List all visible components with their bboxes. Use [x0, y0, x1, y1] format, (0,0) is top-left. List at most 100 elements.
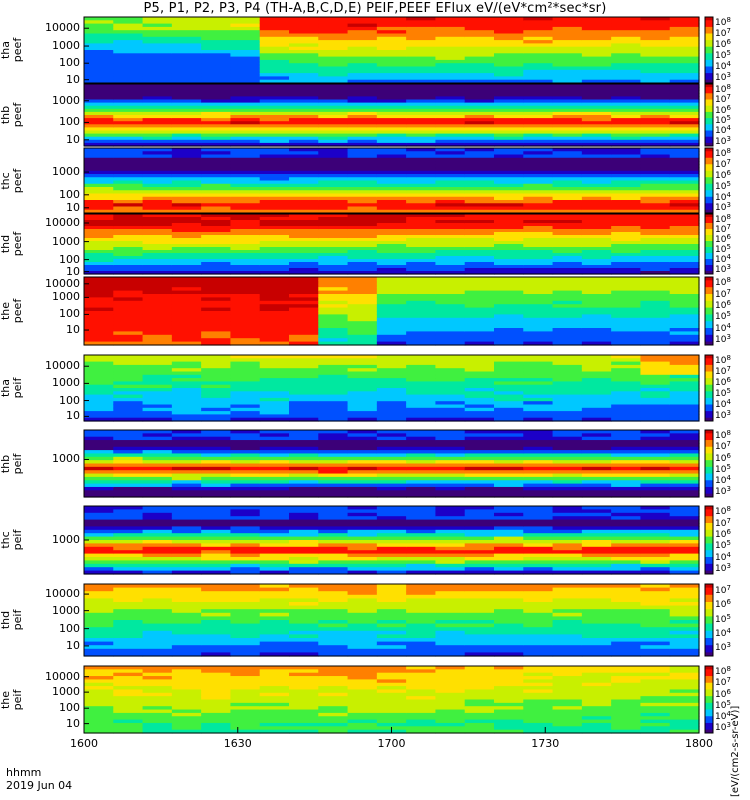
heatmap-cell [289, 533, 319, 538]
heatmap-cell [435, 414, 466, 419]
colorbar-cell [705, 63, 713, 66]
heatmap-cell [259, 470, 290, 475]
heatmap-cell [640, 30, 671, 35]
heatmap-cell [84, 546, 114, 551]
heatmap-cell [201, 682, 232, 687]
heatmap-cell [201, 672, 232, 677]
heatmap-cell [669, 142, 700, 147]
heatmap-cell [464, 124, 495, 128]
colorbar-cell [705, 36, 713, 39]
heatmap-cell [581, 314, 612, 319]
heatmap-cell [230, 206, 261, 211]
heatmap-cell [259, 256, 290, 260]
heatmap-cell [259, 450, 290, 455]
heatmap-cell [435, 105, 466, 110]
heatmap-cell [113, 411, 144, 415]
colorbar-cell [705, 722, 713, 726]
heatmap-cell [494, 307, 524, 312]
heatmap-cell [171, 550, 202, 555]
heatmap-cell [523, 314, 554, 319]
colorbar-cell [705, 648, 713, 652]
heatmap-cell [611, 214, 642, 218]
heatmap-cell [406, 598, 437, 603]
heatmap-cell [142, 277, 173, 281]
heatmap-cell [171, 328, 202, 332]
heatmap-cell [201, 223, 232, 227]
colorbar-cell [705, 553, 713, 556]
colorbar-cell [705, 90, 713, 93]
heatmap-cell [171, 378, 202, 382]
heatmap-cell [259, 148, 290, 152]
heatmap-cell [289, 699, 319, 704]
heatmap-cell [581, 105, 612, 110]
heatmap-cell [142, 361, 173, 366]
heatmap-cell [669, 456, 700, 461]
heatmap-cell [347, 56, 378, 61]
heatmap-cell [669, 358, 700, 363]
heatmap-cell [494, 466, 524, 471]
heatmap-cell [669, 529, 700, 534]
colorbar-cell [705, 409, 713, 412]
heatmap-cell [142, 407, 173, 412]
heatmap-cell [523, 148, 554, 152]
colorbar-cell [705, 300, 713, 303]
heatmap-cell [464, 374, 495, 379]
heatmap-cell [435, 543, 466, 548]
heatmap-cell [464, 490, 495, 495]
y-tick-label: 10000 [45, 21, 80, 35]
heatmap-cell [669, 519, 700, 524]
heatmap-cell [552, 466, 583, 471]
heatmap-cell [376, 699, 407, 704]
heatmap-cell [230, 470, 261, 475]
heatmap-cell [435, 716, 466, 721]
heatmap-cell [464, 287, 495, 292]
heatmap-cell [464, 623, 495, 628]
heatmap-cell [113, 244, 144, 248]
heatmap-cell [406, 371, 437, 376]
heatmap-cell [318, 130, 349, 135]
heatmap-cell [259, 307, 290, 312]
heatmap-cell [406, 533, 437, 538]
heatmap-cell [259, 200, 290, 204]
heatmap-cell [435, 56, 466, 61]
heatmap-cell [318, 686, 349, 691]
heatmap-cell [289, 712, 319, 717]
heatmap-cell [289, 692, 319, 697]
heatmap-cell [581, 200, 612, 204]
y-tick-label: 1000 [52, 165, 80, 179]
heatmap-cell [669, 238, 700, 242]
heatmap-cell [435, 127, 466, 132]
heatmap-cell [581, 139, 612, 144]
heatmap-cell [552, 446, 583, 451]
heatmap-cell [376, 161, 407, 165]
heatmap-cell [347, 277, 378, 281]
heatmap-cell [406, 265, 437, 269]
heatmap-cell [289, 50, 319, 54]
colorbar-cell [705, 667, 713, 670]
heatmap-cell [494, 73, 524, 77]
heatmap-cell [464, 157, 495, 162]
heatmap-cell [435, 294, 466, 298]
heatmap-cell [376, 550, 407, 555]
heatmap-cell [347, 50, 378, 54]
heatmap-cell [347, 388, 378, 392]
heatmap-cell [581, 223, 612, 227]
heatmap-cell [171, 623, 202, 628]
heatmap-cell [611, 53, 642, 58]
heatmap-cell [376, 404, 407, 409]
heatmap-cell [581, 679, 612, 684]
heatmap-cell [376, 560, 407, 565]
heatmap-cell [464, 388, 495, 392]
colorbar-cell [705, 64, 713, 67]
heatmap-cell [523, 404, 554, 409]
colorbar-cell [705, 139, 713, 142]
heatmap-cell [171, 630, 202, 635]
heatmap-cell [494, 358, 524, 363]
colorbar-cell [705, 528, 713, 531]
heatmap-cell [113, 627, 144, 632]
heatmap-cell [347, 364, 378, 369]
heatmap-cell [259, 397, 290, 402]
heatmap-cell [230, 102, 261, 107]
heatmap-cell [113, 174, 144, 178]
heatmap-cell [230, 69, 261, 74]
